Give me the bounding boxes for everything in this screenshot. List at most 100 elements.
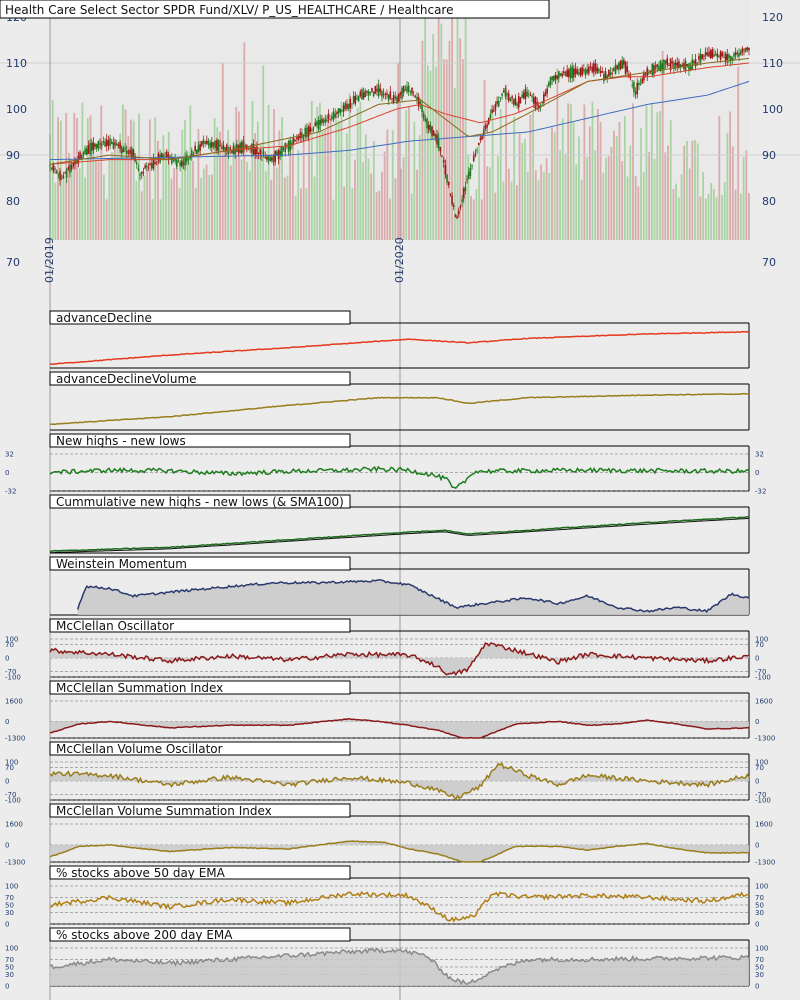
volume-bar	[73, 112, 76, 240]
candle-body	[192, 154, 195, 156]
candle-body	[394, 96, 397, 99]
candle-body	[596, 67, 598, 74]
volume-bar	[418, 135, 421, 240]
volume-bar	[391, 130, 394, 240]
candle-body	[152, 158, 155, 169]
candle-body	[502, 90, 505, 93]
candle-body	[371, 88, 373, 92]
candle-body	[372, 91, 375, 96]
panel-title-tab	[49, 494, 351, 509]
volume-bar	[472, 199, 475, 240]
candle-body	[347, 104, 350, 109]
volume-bar	[313, 176, 316, 240]
panel-tick-right: 70	[755, 894, 764, 902]
panel-tick-left: -32	[5, 488, 16, 496]
volume-bar	[332, 199, 335, 240]
candle-body	[366, 90, 368, 93]
volume-bar	[729, 111, 732, 240]
candle-body	[202, 139, 205, 144]
candle-body	[277, 149, 280, 160]
candle-body	[718, 55, 720, 57]
candle-body	[379, 88, 382, 92]
candle-body	[219, 145, 221, 146]
price-tick-right: 120	[762, 11, 783, 24]
panel-tick-left: 100	[5, 636, 18, 644]
candle-body	[466, 179, 468, 181]
candle-body	[509, 98, 512, 101]
candle-body	[731, 57, 734, 61]
candle-body	[276, 151, 278, 156]
volume-bar	[510, 181, 513, 240]
candle-body	[267, 155, 270, 161]
candle-body	[212, 142, 215, 147]
volume-bar	[659, 111, 661, 240]
panel-title-tab	[49, 803, 351, 818]
price-tick-right: 70	[762, 256, 776, 269]
panel-area-fill	[50, 841, 749, 862]
candle-body	[456, 216, 458, 219]
candle-body	[67, 167, 70, 170]
volume-bar	[696, 143, 699, 240]
candle-body	[709, 50, 712, 58]
volume-bar	[175, 162, 178, 240]
candle-body	[616, 65, 619, 69]
candle-body	[431, 126, 433, 136]
volume-bar	[229, 165, 232, 240]
candle-body	[444, 164, 447, 175]
candle-body	[619, 60, 622, 70]
candle-body	[434, 133, 437, 139]
volume-bar	[726, 132, 729, 240]
candle-body	[226, 144, 228, 152]
candle-body	[686, 63, 689, 66]
volume-bar	[648, 151, 651, 240]
candle-body	[584, 69, 587, 76]
panel-title-tab	[49, 865, 351, 880]
candle-body	[563, 71, 565, 74]
candle-body	[281, 145, 283, 157]
candle-body	[729, 55, 732, 62]
panel-title-tab	[49, 371, 351, 386]
volume-bar	[232, 140, 235, 240]
candle-body	[180, 160, 183, 167]
volume-bar	[486, 166, 489, 240]
panel-tick-left: 50	[5, 964, 14, 972]
candle-body	[571, 66, 573, 79]
candle-body	[568, 69, 570, 77]
candle-body	[669, 58, 672, 71]
candle-body	[481, 136, 483, 140]
panel-tick-left: -100	[5, 797, 21, 805]
candle-body	[564, 71, 567, 76]
candle-body	[359, 91, 362, 97]
panel-title: Cummulative new highs - new lows (& SMA1…	[56, 495, 344, 509]
panel-tick-left: 0	[5, 983, 9, 991]
panel-tick-left: 0	[5, 718, 9, 726]
candle-body	[546, 88, 548, 94]
candle-body	[733, 53, 735, 57]
price-tick-right: 110	[762, 57, 783, 70]
candle-body	[452, 205, 455, 207]
price-tick-left: 100	[6, 103, 27, 116]
candle-body	[663, 59, 665, 69]
volume-bar	[513, 116, 516, 240]
volume-bar	[89, 115, 92, 240]
candle-body	[554, 74, 557, 80]
panel-title-tab	[49, 927, 351, 942]
volume-bar	[329, 114, 332, 240]
candle-body	[69, 164, 71, 173]
candle-body	[573, 68, 575, 78]
candle-body	[734, 52, 737, 56]
panel-tick-right: -100	[755, 674, 771, 682]
candle-body	[100, 143, 103, 147]
candle-body	[201, 141, 203, 146]
candle-body	[314, 122, 317, 127]
volume-bar	[667, 145, 669, 240]
candle-body	[461, 199, 463, 202]
volume-bar	[497, 156, 499, 240]
candle-body	[611, 73, 614, 74]
candle-body	[427, 125, 430, 130]
candle-body	[172, 157, 175, 160]
candle-body	[432, 130, 435, 136]
candle-body	[357, 95, 360, 102]
candle-body	[382, 93, 385, 96]
volume-bar	[748, 193, 750, 240]
